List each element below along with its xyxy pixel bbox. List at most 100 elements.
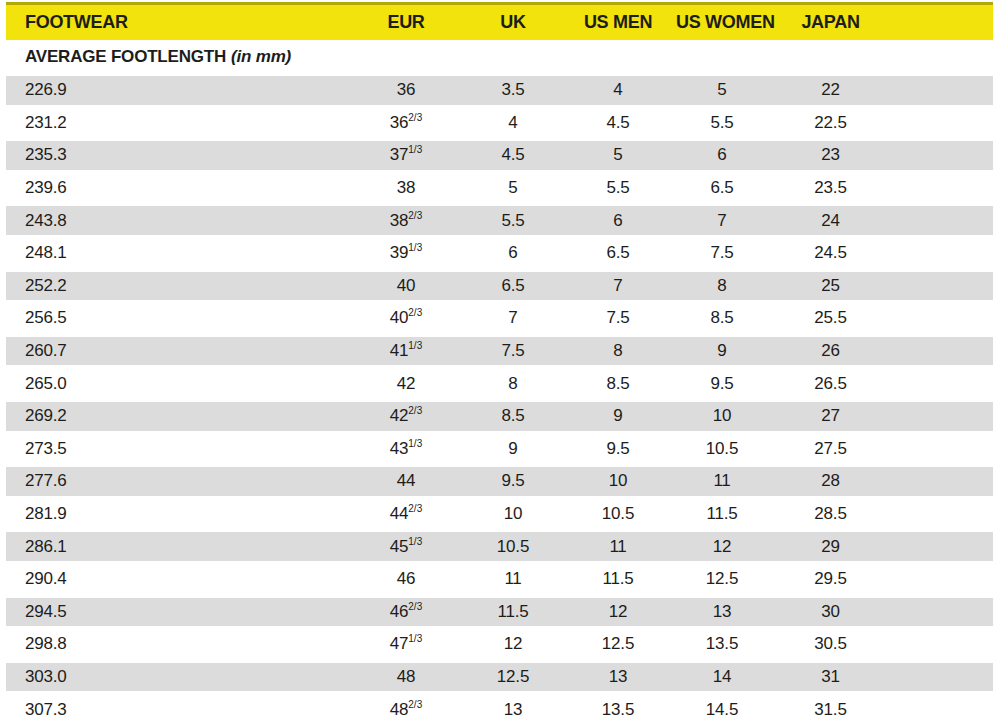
cell-us-men: 6.5 xyxy=(560,243,676,263)
cell-us-women: 8.5 xyxy=(676,308,768,328)
cell-japan: 27.5 xyxy=(768,439,893,459)
cell-eur: 422/3 xyxy=(346,406,466,426)
cell-footlength: 298.8 xyxy=(6,634,346,654)
eur-fraction: 1/3 xyxy=(408,243,422,254)
cell-uk: 7.5 xyxy=(466,341,560,361)
cell-us-men: 9 xyxy=(560,406,676,426)
eur-fraction: 2/3 xyxy=(408,112,422,123)
cell-uk: 12.5 xyxy=(466,667,560,687)
cell-uk: 4.5 xyxy=(466,145,560,165)
eur-fraction: 2/3 xyxy=(408,699,422,710)
cell-us-women: 13 xyxy=(676,602,768,622)
table-row: 269.2422/38.591027 xyxy=(6,400,993,433)
cell-footlength: 294.5 xyxy=(6,602,346,622)
table-subheader-row: AVERAGE FOOTLENGTH(in mm) xyxy=(6,40,993,74)
cell-us-men: 4 xyxy=(560,80,676,100)
eur-fraction: 1/3 xyxy=(408,340,422,351)
cell-us-men: 13 xyxy=(560,667,676,687)
column-header-footwear: FOOTWEAR xyxy=(6,12,346,33)
cell-us-men: 10 xyxy=(560,471,676,491)
table-row: 226.9363.54522 xyxy=(6,74,993,107)
eur-fraction: 1/3 xyxy=(408,438,422,449)
table-row: 256.5402/377.58.525.5 xyxy=(6,302,993,335)
cell-uk: 7 xyxy=(466,308,560,328)
cell-us-women: 7.5 xyxy=(676,243,768,263)
cell-japan: 23.5 xyxy=(768,178,893,198)
column-header-uk: UK xyxy=(466,12,560,33)
table-row: 290.4461111.512.529.5 xyxy=(6,563,993,596)
table-row: 243.8382/35.56724 xyxy=(6,204,993,237)
cell-us-women: 12 xyxy=(676,537,768,557)
cell-footlength: 260.7 xyxy=(6,341,346,361)
cell-uk: 10.5 xyxy=(466,537,560,557)
eur-fraction: 2/3 xyxy=(408,503,422,514)
cell-footlength: 243.8 xyxy=(6,211,346,231)
table-row: 303.04812.5131431 xyxy=(6,661,993,694)
cell-us-women: 9 xyxy=(676,341,768,361)
cell-uk: 6 xyxy=(466,243,560,263)
cell-eur: 411/3 xyxy=(346,341,466,361)
cell-us-men: 7.5 xyxy=(560,308,676,328)
table-row: 231.2362/344.55.522.5 xyxy=(6,107,993,140)
cell-eur: 36 xyxy=(346,80,466,100)
subheader-unit-note: (in mm) xyxy=(231,47,291,66)
cell-footlength: 235.3 xyxy=(6,145,346,165)
column-header-eur: EUR xyxy=(346,12,466,33)
cell-us-women: 10.5 xyxy=(676,439,768,459)
table-row: 252.2406.57825 xyxy=(6,270,993,303)
cell-uk: 3.5 xyxy=(466,80,560,100)
table-row: 286.1451/310.5111229 xyxy=(6,530,993,563)
eur-fraction: 2/3 xyxy=(408,406,422,417)
cell-us-women: 11.5 xyxy=(676,504,768,524)
cell-japan: 28.5 xyxy=(768,504,893,524)
table-row: 265.04288.59.526.5 xyxy=(6,367,993,400)
column-header-japan: JAPAN xyxy=(768,12,893,33)
cell-footlength: 226.9 xyxy=(6,80,346,100)
cell-uk: 8 xyxy=(466,374,560,394)
cell-japan: 27 xyxy=(768,406,893,426)
cell-footlength: 252.2 xyxy=(6,276,346,296)
cell-footlength: 281.9 xyxy=(6,504,346,524)
cell-us-women: 11 xyxy=(676,471,768,491)
cell-us-men: 13.5 xyxy=(560,700,676,720)
footwear-size-table: FOOTWEAR EUR UK US MEN US WOMEN JAPAN AV… xyxy=(6,2,993,726)
table-row: 281.9442/31010.511.528.5 xyxy=(6,498,993,531)
cell-uk: 6.5 xyxy=(466,276,560,296)
cell-eur: 462/3 xyxy=(346,602,466,622)
cell-us-men: 12.5 xyxy=(560,634,676,654)
cell-footlength: 286.1 xyxy=(6,537,346,557)
cell-footlength: 231.2 xyxy=(6,113,346,133)
cell-japan: 28 xyxy=(768,471,893,491)
eur-fraction: 1/3 xyxy=(408,634,422,645)
cell-uk: 11.5 xyxy=(466,602,560,622)
cell-japan: 24.5 xyxy=(768,243,893,263)
cell-japan: 25.5 xyxy=(768,308,893,328)
eur-fraction: 2/3 xyxy=(408,210,422,221)
cell-eur: 382/3 xyxy=(346,211,466,231)
cell-eur: 482/3 xyxy=(346,700,466,720)
cell-footlength: 269.2 xyxy=(6,406,346,426)
cell-uk: 5.5 xyxy=(466,211,560,231)
cell-eur: 431/3 xyxy=(346,439,466,459)
cell-japan: 29.5 xyxy=(768,569,893,589)
cell-us-women: 12.5 xyxy=(676,569,768,589)
table-row: 307.3482/31313.514.531.5 xyxy=(6,693,993,726)
cell-us-women: 14.5 xyxy=(676,700,768,720)
cell-us-men: 11.5 xyxy=(560,569,676,589)
cell-footlength: 239.6 xyxy=(6,178,346,198)
cell-us-women: 6 xyxy=(676,145,768,165)
cell-footlength: 248.1 xyxy=(6,243,346,263)
cell-uk: 9 xyxy=(466,439,560,459)
cell-footlength: 307.3 xyxy=(6,700,346,720)
cell-japan: 31 xyxy=(768,667,893,687)
eur-fraction: 1/3 xyxy=(408,536,422,547)
cell-us-women: 14 xyxy=(676,667,768,687)
cell-uk: 4 xyxy=(466,113,560,133)
table-row: 277.6449.5101128 xyxy=(6,465,993,498)
cell-uk: 10 xyxy=(466,504,560,524)
cell-us-men: 11 xyxy=(560,537,676,557)
cell-eur: 451/3 xyxy=(346,537,466,557)
cell-japan: 26 xyxy=(768,341,893,361)
cell-eur: 44 xyxy=(346,471,466,491)
cell-eur: 42 xyxy=(346,374,466,394)
